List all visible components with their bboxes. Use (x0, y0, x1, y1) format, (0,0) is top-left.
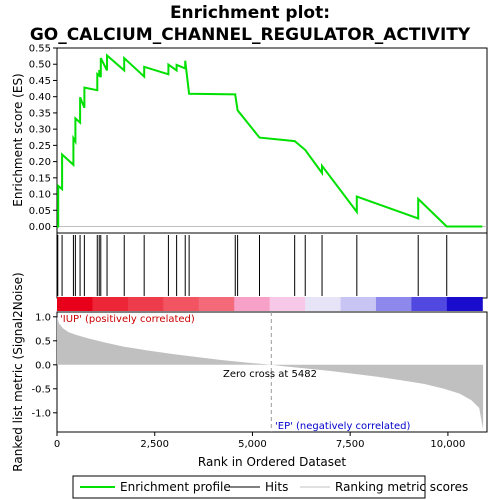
metric-ytick-label: 0.5 (35, 336, 51, 347)
legend-enrichment-label: Enrichment profile (120, 480, 231, 494)
es-ytick-label: 0.40 (29, 92, 51, 103)
x-tick-label: 2,500 (140, 439, 169, 450)
colorbar-segment (446, 297, 483, 311)
colorbar-segment (305, 297, 342, 311)
x-axis-label: Rank in Ordered Dataset (198, 455, 346, 469)
x-tick-label: 5,000 (238, 439, 267, 450)
colorbar-segment (340, 297, 377, 311)
es-ytick-label: 0.45 (29, 76, 51, 87)
negative-correlation-label: 'EP' (negatively correlated) (275, 421, 410, 432)
colorbar-segment (411, 297, 448, 311)
es-ytick-label: 0.30 (29, 125, 51, 136)
colorbar-segment (127, 297, 164, 311)
x-tick-label: 10,000 (430, 439, 465, 450)
positive-correlation-label: 'IUP' (positively correlated) (60, 314, 195, 325)
enrichment-profile-line (57, 53, 483, 228)
zero-cross-label: Zero cross at 5482 (223, 369, 317, 380)
es-ytick-label: 0.05 (29, 206, 51, 217)
es-ytick-label: 0.35 (29, 108, 51, 119)
metric-panel-frame (56, 311, 488, 433)
ranking-metric-area (57, 316, 484, 430)
es-ytick-label: 0.00 (29, 222, 51, 233)
metric-ytick-label: -0.5 (31, 384, 51, 395)
es-ytick-label: 0.50 (29, 60, 51, 71)
chart-title-line2: GO_CALCIUM_CHANNEL_REGULATOR_ACTIVITY (30, 25, 471, 45)
x-tick-label: 0 (54, 439, 60, 450)
colorbar-segment (375, 297, 412, 311)
es-ylabel: Enrichment score (ES) (11, 73, 25, 206)
es-ytick-label: 0.15 (29, 173, 51, 184)
colorbar-segment (198, 297, 235, 311)
es-panel-frame (56, 47, 488, 234)
metric-ylabel: Ranked list metric (Signal2Noise) (11, 272, 25, 471)
es-ytick-label: 0.25 (29, 141, 51, 152)
colorbar-segment (269, 297, 306, 311)
hits-panel-frame (56, 232, 488, 299)
x-tick-label: 7,500 (336, 439, 365, 450)
legend: Enrichment profile Hits Ranking metric s… (72, 475, 468, 499)
colorbar-segment (163, 297, 200, 311)
metric-ytick-label: 1.0 (35, 312, 51, 323)
metric-ytick-label: -1.0 (31, 408, 51, 419)
colorbar-segment (92, 297, 129, 311)
legend-hits-label: Hits (265, 480, 288, 494)
colorbar-segment (57, 297, 93, 311)
legend-metric-label: Ranking metric scores (335, 480, 468, 494)
es-ytick-label: 0.20 (29, 157, 51, 168)
es-ytick-label: 0.55 (29, 44, 51, 55)
chart-title-line1: Enrichment plot: (170, 3, 330, 23)
metric-ytick-label: 0.0 (35, 360, 51, 371)
colorbar-segment (234, 297, 271, 311)
es-ytick-label: 0.10 (29, 190, 51, 201)
